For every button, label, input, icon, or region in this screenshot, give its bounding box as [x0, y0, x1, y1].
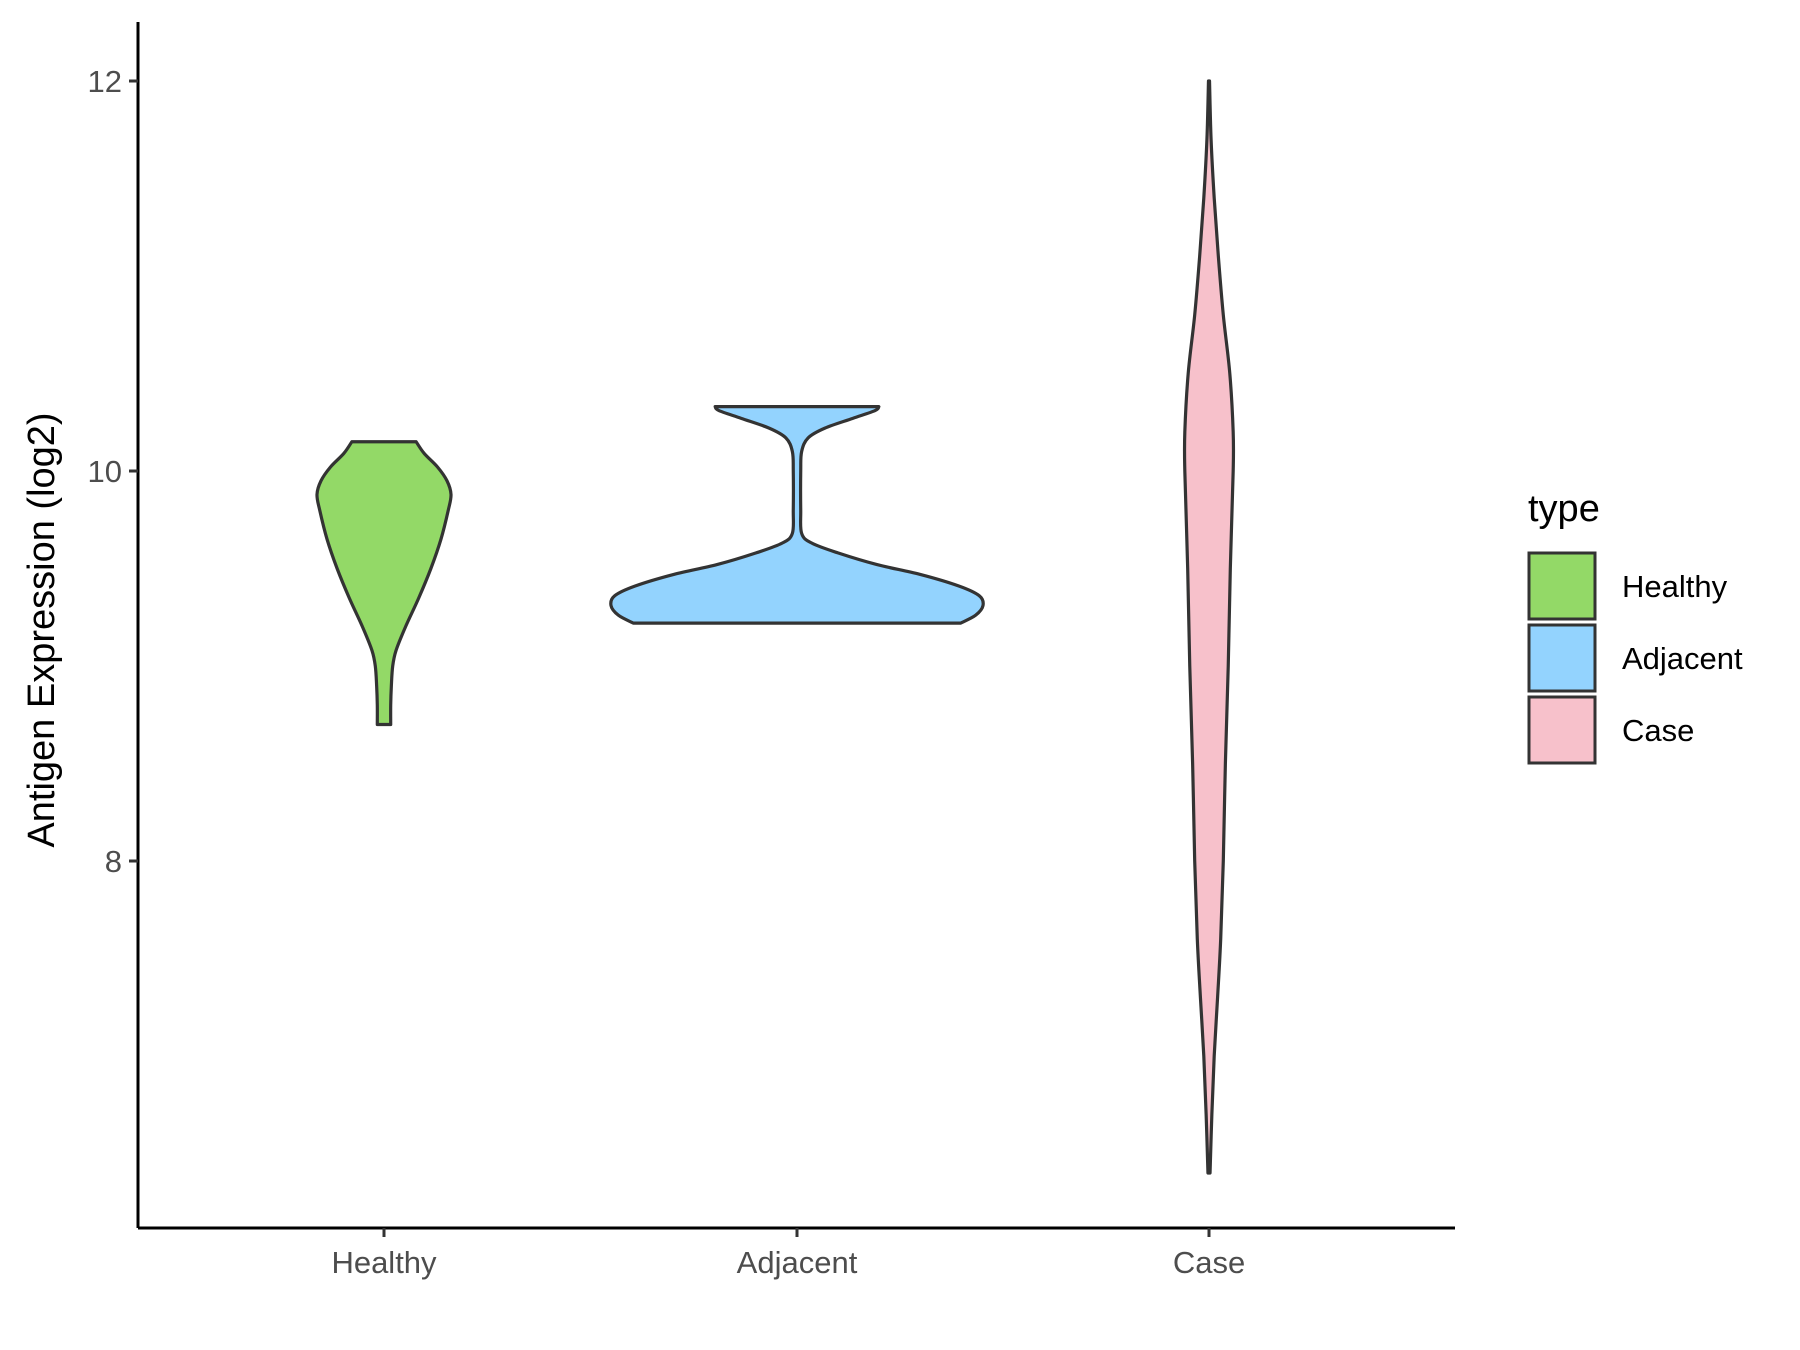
x-tick-label-adjacent: Adjacent — [737, 1245, 858, 1280]
legend-swatch-healthy — [1527, 551, 1597, 621]
x-tick-label-healthy: Healthy — [331, 1245, 437, 1280]
legend-swatch-case — [1527, 695, 1597, 765]
violins — [315, 79, 1236, 1175]
plot-area: Healthy Adjacent Case 8 10 12 — [88, 22, 1455, 1280]
violin-case — [1182, 79, 1236, 1175]
y-axis: 8 10 12 — [88, 22, 140, 1228]
y-axis-title: Antigen Expression (log2) — [21, 412, 63, 847]
y-tick-label: 10 — [88, 454, 122, 489]
violin-adjacent — [609, 405, 985, 625]
violin-healthy — [315, 440, 453, 727]
legend-label-healthy: Healthy — [1622, 569, 1728, 604]
y-tick-label: 12 — [88, 64, 122, 99]
legend-title: type — [1528, 488, 1600, 530]
x-axis: Healthy Adjacent Case — [138, 1226, 1455, 1280]
legend: type Healthy Adjacent Case — [1527, 488, 1743, 765]
legend-swatch-adjacent — [1527, 623, 1597, 693]
x-tick-label-case: Case — [1173, 1245, 1245, 1280]
legend-label-adjacent: Adjacent — [1622, 641, 1743, 676]
legend-label-case: Case — [1622, 713, 1694, 748]
y-tick-label: 8 — [105, 844, 122, 879]
